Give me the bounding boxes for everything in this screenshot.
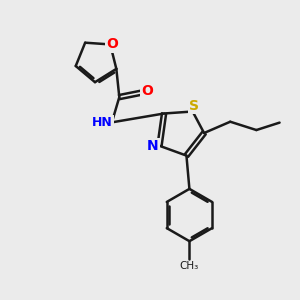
Text: HN: HN bbox=[92, 116, 113, 129]
Text: O: O bbox=[141, 84, 153, 98]
Text: O: O bbox=[106, 38, 118, 51]
Text: N: N bbox=[147, 139, 159, 153]
Text: CH₃: CH₃ bbox=[180, 261, 199, 271]
Text: S: S bbox=[189, 99, 199, 113]
